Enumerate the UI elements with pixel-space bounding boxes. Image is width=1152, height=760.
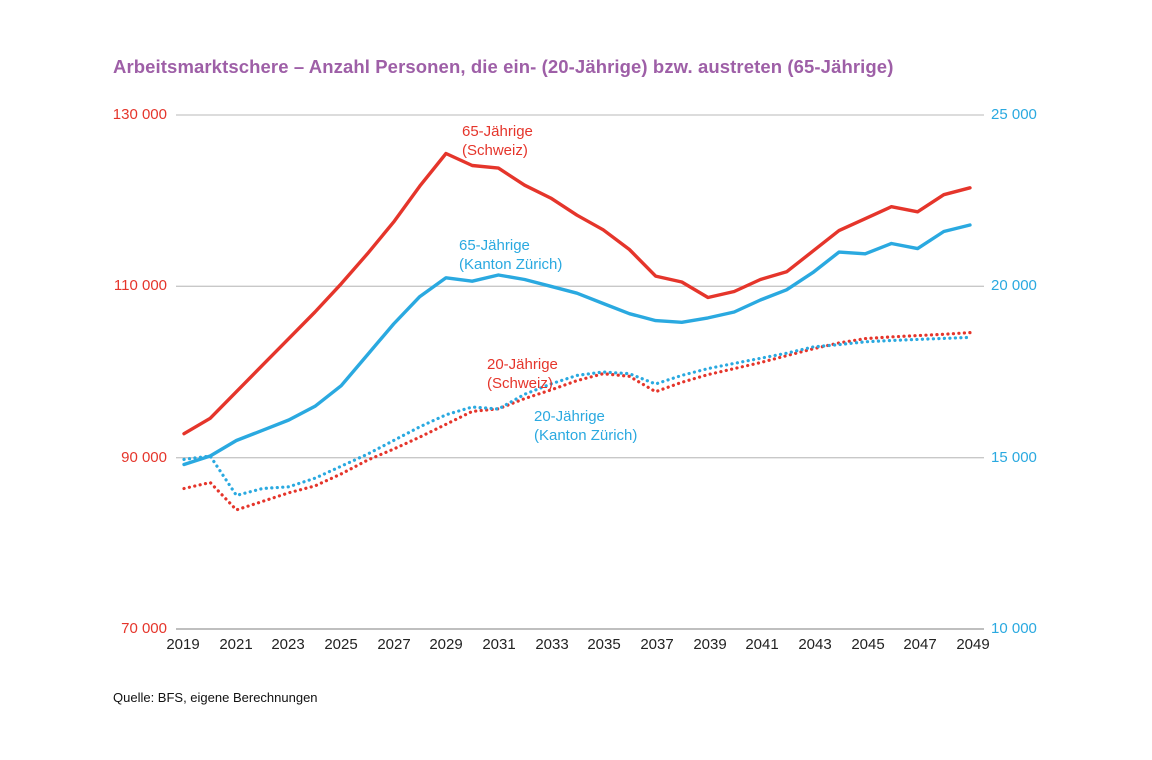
x-axis-tick: 2027 xyxy=(377,636,411,653)
right-axis-tick: 15 000 xyxy=(991,449,1037,466)
left-axis-tick: 130 000 xyxy=(112,106,167,123)
series-label-65-kanton-zuerich: 65-Jährige (Kanton Zürich) xyxy=(459,237,563,273)
right-axis-tick: 10 000 xyxy=(991,620,1037,637)
page-title: Arbeitsmarktschere – Anzahl Personen, di… xyxy=(113,56,894,77)
x-axis-tick: 2023 xyxy=(271,636,305,653)
series-line-20-jaehrige-schweiz xyxy=(182,331,972,512)
left-axis-tick: 90 000 xyxy=(121,449,167,466)
series-label-20-schweiz: 20-Jährige (Schweiz) xyxy=(487,356,558,392)
series-line-65-jaehrige-kanton-zuerich xyxy=(182,223,972,467)
x-axis-tick: 2047 xyxy=(903,636,937,653)
right-axis-tick: 20 000 xyxy=(991,277,1037,294)
series-label-20-kanton-zuerich: 20-Jährige (Kanton Zürich) xyxy=(534,408,638,444)
x-axis-tick: 2049 xyxy=(956,636,990,653)
x-axis-tick: 2021 xyxy=(219,636,253,653)
x-axis-tick: 2029 xyxy=(429,636,463,653)
x-axis-tick: 2031 xyxy=(482,636,516,653)
x-axis-tick: 2033 xyxy=(535,636,569,653)
x-axis-tick: 2037 xyxy=(640,636,674,653)
x-axis-tick: 2035 xyxy=(587,636,621,653)
x-axis-tick: 2041 xyxy=(745,636,779,653)
x-axis-tick: 2045 xyxy=(851,636,885,653)
source-note: Quelle: BFS, eigene Berechnungen xyxy=(113,690,318,705)
series-line-65-jaehrige-schweiz xyxy=(182,151,972,436)
left-axis-tick: 70 000 xyxy=(121,620,167,637)
x-axis-tick: 2043 xyxy=(798,636,832,653)
x-axis-tick: 2025 xyxy=(324,636,358,653)
series-label-65-schweiz: 65-Jährige (Schweiz) xyxy=(462,123,533,159)
right-axis-tick: 25 000 xyxy=(991,106,1037,123)
left-axis-tick: 110 000 xyxy=(113,277,167,294)
series-line-20-jaehrige-kanton-zuerich xyxy=(182,335,972,498)
x-axis-tick: 2039 xyxy=(693,636,727,653)
x-axis-tick: 2019 xyxy=(166,636,200,653)
